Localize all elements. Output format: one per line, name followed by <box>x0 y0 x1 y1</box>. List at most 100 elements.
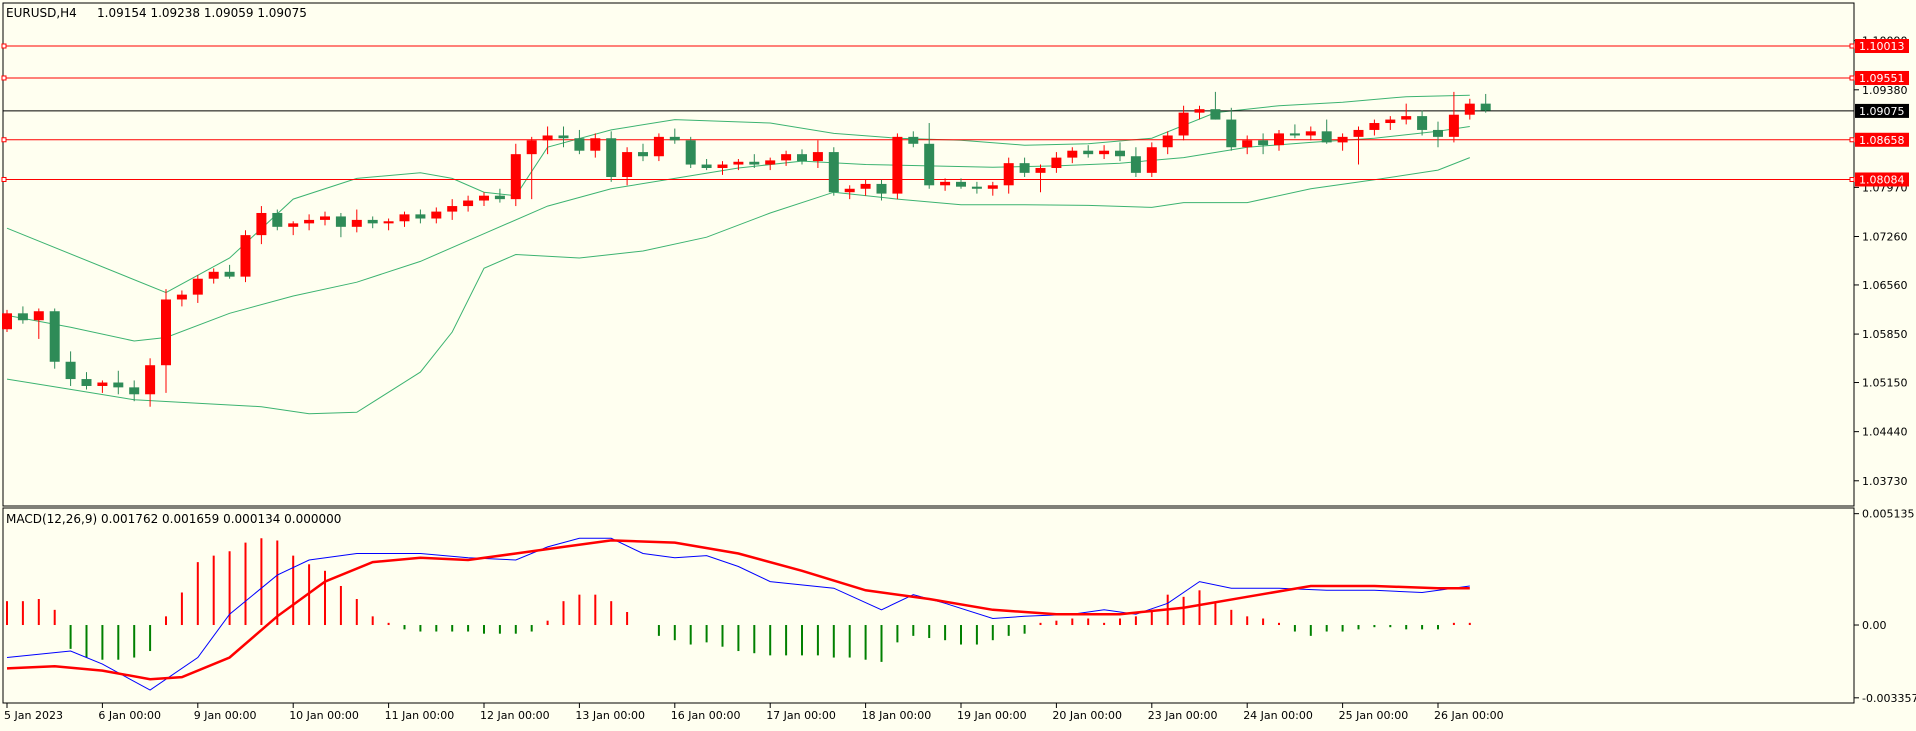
candle-body-64 <box>1019 163 1030 173</box>
candle-body-11 <box>176 294 187 300</box>
candle-body-26 <box>415 214 426 219</box>
candle-body-79 <box>1258 140 1269 146</box>
candle-body-41 <box>653 136 664 157</box>
candle-body-13 <box>208 271 219 279</box>
candle-body-88 <box>1401 116 1412 120</box>
hline-price-tag-2 <box>1855 132 1909 147</box>
hline-price-label-1: 1.09551 <box>1859 72 1905 85</box>
macd-main-line <box>6 537 1470 691</box>
candle-body-31 <box>494 195 505 200</box>
candle-body-83 <box>1321 131 1332 143</box>
candle-body-92 <box>1464 103 1475 115</box>
price-tick-label-0: 1.03730 <box>1862 475 1908 488</box>
candle-body-23 <box>367 219 378 224</box>
hline-handle-left-1 <box>1 75 7 81</box>
time-tick-label-5: 12 Jan 00:00 <box>480 709 550 722</box>
candle-body-65 <box>1035 168 1046 173</box>
candle-body-47 <box>749 161 760 165</box>
candle-body-37 <box>590 138 601 151</box>
price-tick-label-3: 1.05850 <box>1862 328 1908 341</box>
candle-body-21 <box>335 216 346 227</box>
time-axis: 5 Jan 2023 6 Jan 00:00 9 Jan 00:00 10 Jan 0… <box>4 703 1504 722</box>
candle-body-4 <box>65 361 76 380</box>
candle-body-27 <box>431 211 442 219</box>
hline-handle-left-2 <box>1 137 7 143</box>
candle-body-87 <box>1385 119 1396 124</box>
price-axis: 1.03730 1.04440 1.05150 1.05850 1.06560 1.072… <box>1854 35 1916 705</box>
time-tick-label-8: 17 Jan 00:00 <box>766 709 836 722</box>
hline-price-label-2: 1.08658 <box>1859 134 1905 147</box>
candle-body-0 <box>2 313 12 330</box>
time-tick-label-9: 18 Jan 00:00 <box>862 709 932 722</box>
time-tick-label-10: 19 Jan 00:00 <box>957 709 1027 722</box>
candle-body-24 <box>383 221 394 224</box>
candle-body-82 <box>1305 131 1316 136</box>
candle-body-3 <box>49 311 60 362</box>
candle-body-50 <box>797 154 807 162</box>
time-tick-label-13: 24 Jan 00:00 <box>1243 709 1313 722</box>
macd-indicator <box>6 537 1471 691</box>
candle-body-75 <box>1194 109 1205 113</box>
candle-body-20 <box>320 216 330 220</box>
candle-body-10 <box>161 299 171 366</box>
hline-handle-right-1 <box>1849 75 1855 81</box>
macd-tick-label-2: -0.003357 <box>1862 692 1916 705</box>
price-tick-label-7: 1.09380 <box>1862 84 1908 97</box>
candle-body-15 <box>240 235 251 277</box>
candle-body-8 <box>129 387 140 395</box>
candle-body-70 <box>1115 150 1125 157</box>
candle-body-36 <box>574 138 585 151</box>
candle-body-91 <box>1448 114 1459 137</box>
candle-body-34 <box>542 135 553 141</box>
candle-body-2 <box>33 311 44 321</box>
candle-body-89 <box>1417 116 1428 130</box>
candle-body-62 <box>987 185 998 189</box>
candle-body-43 <box>685 140 696 165</box>
candle-body-1 <box>17 313 28 321</box>
hline-handle-right-2 <box>1849 137 1855 143</box>
candle-body-40 <box>638 152 648 157</box>
bollinger-upper-band <box>6 94 1470 294</box>
horizontal-lines[interactable] <box>1 43 1855 182</box>
time-tick-label-4: 11 Jan 00:00 <box>385 709 455 722</box>
candle-body-85 <box>1353 129 1364 137</box>
candle-body-81 <box>1289 133 1300 136</box>
candle-body-58 <box>924 143 935 186</box>
candle-body-46 <box>733 161 744 165</box>
candle-body-74 <box>1178 112 1189 136</box>
candle-body-48 <box>765 160 776 165</box>
candle-body-61 <box>971 186 982 189</box>
macd-tick-label-1: 0.00 <box>1862 619 1887 632</box>
current-price-tag <box>1855 103 1909 118</box>
price-tick-label-2: 1.05150 <box>1862 377 1908 390</box>
macd-pane-frame <box>2 507 1855 704</box>
candle-body-17 <box>272 212 283 227</box>
candle-body-55 <box>876 183 887 194</box>
candle-body-76 <box>1210 109 1221 120</box>
candle-body-90 <box>1433 129 1443 137</box>
macd-signal-line <box>6 539 1470 681</box>
candle-body-38 <box>606 138 617 177</box>
candle-body-14 <box>224 271 235 277</box>
candle-body-30 <box>479 195 489 201</box>
hline-handle-left-0 <box>1 43 7 49</box>
price-tick-label-4: 1.06560 <box>1862 279 1908 292</box>
time-tick-label-12: 23 Jan 00:00 <box>1148 709 1218 722</box>
candle-body-77 <box>1226 119 1237 148</box>
candle-body-33 <box>526 140 537 155</box>
chart-header-symbol: EURUSD,H4 <box>6 6 77 20</box>
macd-tick-label-0: 0.005135 <box>1862 508 1915 521</box>
candle-body-49 <box>781 154 792 161</box>
candle-body-66 <box>1051 157 1062 169</box>
candle-body-57 <box>908 136 919 144</box>
candle-body-28 <box>447 206 458 212</box>
chart-header-ohlc: 1.09154 1.09238 1.09059 1.09075 <box>97 6 307 20</box>
hline-price-label-0: 1.10013 <box>1859 40 1905 53</box>
candle-body-18 <box>288 223 299 227</box>
time-tick-label-11: 20 Jan 00:00 <box>1052 709 1122 722</box>
candle-body-56 <box>892 136 903 194</box>
candle-body-7 <box>113 382 124 388</box>
